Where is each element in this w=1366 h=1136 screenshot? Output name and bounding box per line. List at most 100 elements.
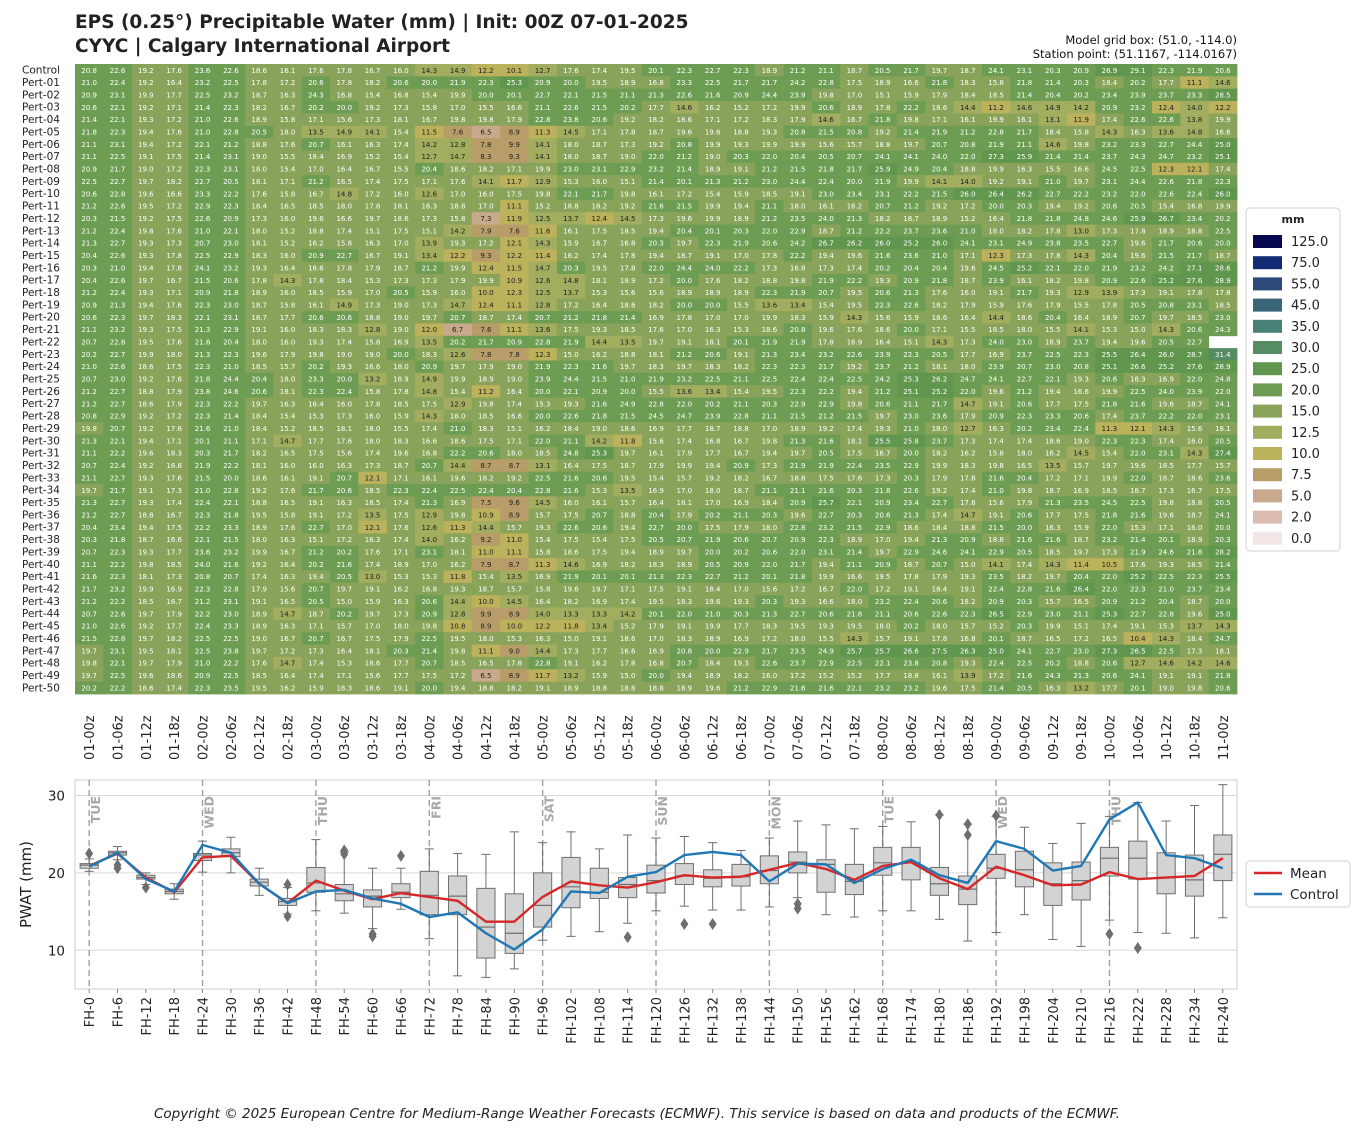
cell-value-label: 20.2 <box>620 104 636 112</box>
cell-value-label: 18.2 <box>365 79 381 87</box>
cell-value-label: 15.4 <box>421 91 437 99</box>
cell-value-label: 21.4 <box>195 104 211 112</box>
heatmap-cell <box>840 64 869 77</box>
station-point-info: Station point: (51.1167, -114.0167) <box>1032 47 1237 61</box>
heatmap-cell <box>783 113 813 127</box>
heatmap-cell <box>1180 64 1210 77</box>
cell-value-label: 17.8 <box>620 129 636 137</box>
cell-value-label: 19.3 <box>762 129 778 137</box>
heatmap-cell <box>641 125 671 139</box>
cell-value-label: 14.9 <box>336 129 352 137</box>
heatmap-cell <box>245 76 274 90</box>
cell-value-label: 14.0 <box>1187 104 1203 112</box>
cell-value-label: 22.3 <box>223 104 239 112</box>
heatmap-cell <box>1123 76 1153 90</box>
heatmap-cell <box>471 88 501 102</box>
heatmap-cell <box>1010 101 1040 114</box>
x-tick-label: FH-180 <box>933 997 948 1044</box>
heatmap-cell <box>1038 101 1068 114</box>
heatmap-cell <box>670 113 699 127</box>
heatmap-cell <box>755 125 784 139</box>
heatmap-cell <box>840 101 869 114</box>
cell-value-label: 17.2 <box>762 104 778 112</box>
cell-value-label: 15.5 <box>478 104 494 112</box>
heatmap-cell <box>783 88 813 102</box>
heatmap-cell <box>1095 88 1125 102</box>
cell-value-label: 12.2 <box>1215 104 1231 112</box>
heatmap-cell <box>981 64 1011 77</box>
heatmap-cell <box>783 64 813 77</box>
cell-value-label: 16.1 <box>280 67 296 75</box>
heatmap-cell <box>1208 125 1238 139</box>
cell-value-label: 20.8 <box>847 129 863 137</box>
cell-value-label: 22.6 <box>563 104 579 112</box>
cell-value-label: 24.1 <box>988 67 1004 75</box>
x-tick-label: FH-126 <box>678 997 693 1044</box>
heatmap-cell <box>160 113 189 127</box>
box <box>476 887 496 959</box>
heatmap-cell <box>273 76 303 90</box>
cell-value-label: 20.5 <box>251 129 267 137</box>
heatmap-cell <box>811 76 841 90</box>
cell-value-label: 17.0 <box>847 91 863 99</box>
heatmap-cell <box>528 64 558 77</box>
cell-value-label: 14.6 <box>1017 104 1033 112</box>
heatmap-cell <box>273 88 303 102</box>
heatmap-cell <box>471 113 501 127</box>
heatmap-cell <box>471 138 501 151</box>
heatmap-cell <box>726 76 756 90</box>
heatmap-cell <box>1066 101 1096 114</box>
x-tick-label: FH-162 <box>848 997 863 1044</box>
cell-value-label: 19.2 <box>875 129 891 137</box>
cell-value-label: 16.8 <box>336 91 352 99</box>
heatmap-cell <box>273 138 303 151</box>
x-tick-label: FH-0 <box>83 997 98 1027</box>
heatmap-cell <box>670 64 699 77</box>
cell-value-label: 17.1 <box>166 104 182 112</box>
legend-series-label: Mean <box>1290 866 1327 882</box>
heatmap-cell <box>1010 113 1040 127</box>
cell-value-label: 21.8 <box>81 129 97 137</box>
heatmap-cell <box>925 76 954 90</box>
cell-value-label: 21.5 <box>592 104 608 112</box>
heatmap-cell <box>1151 64 1181 77</box>
cell-value-label: 18.3 <box>960 79 976 87</box>
heatmap-cell <box>75 64 104 77</box>
heatmap-cell <box>1095 125 1125 139</box>
cell-value-label: 17.0 <box>450 104 466 112</box>
heatmap-cell <box>1151 113 1181 127</box>
cell-value-label: 26.9 <box>1102 67 1118 75</box>
heatmap-cell <box>500 76 529 90</box>
x-tick-label: FH-240 <box>1217 997 1232 1044</box>
cell-value-label: 19.9 <box>790 104 806 112</box>
cell-value-label: 12.8 <box>450 141 466 149</box>
cell-value-label: 17.9 <box>790 116 806 124</box>
x-tick-label: FH-198 <box>1018 997 1033 1044</box>
heatmap-cell <box>1208 76 1238 90</box>
cell-value-label: 16.7 <box>847 116 863 124</box>
cell-value-label: 14.9 <box>450 67 466 75</box>
cell-value-label: 22.3 <box>1158 67 1174 75</box>
heatmap-cell <box>160 76 189 90</box>
cell-value-label: 18.9 <box>875 79 891 87</box>
heatmap-cell <box>1208 88 1238 102</box>
x-tick-label: FH-96 <box>537 997 552 1036</box>
heatmap-cell <box>160 125 189 139</box>
cell-value-label: 20.0 <box>478 91 494 99</box>
heatmap-cell <box>386 113 416 127</box>
cell-value-label: 11.5 <box>421 129 437 137</box>
heatmap-cell <box>641 88 671 102</box>
cell-value-label: 21.5 <box>592 91 608 99</box>
heatmap-cell <box>1123 113 1153 127</box>
heatmap-cell <box>698 76 728 90</box>
cell-value-label: 19.4 <box>138 129 154 137</box>
heatmap-cell <box>216 76 246 90</box>
heatmap-cell <box>103 64 133 77</box>
heatmap-cell <box>1180 88 1210 102</box>
cell-value-label: 15.8 <box>421 104 437 112</box>
legend-series-label: Control <box>1290 887 1339 903</box>
cell-value-label: 19.5 <box>592 79 608 87</box>
heatmap-cell <box>500 125 529 139</box>
cell-value-label: 21.7 <box>733 79 749 87</box>
